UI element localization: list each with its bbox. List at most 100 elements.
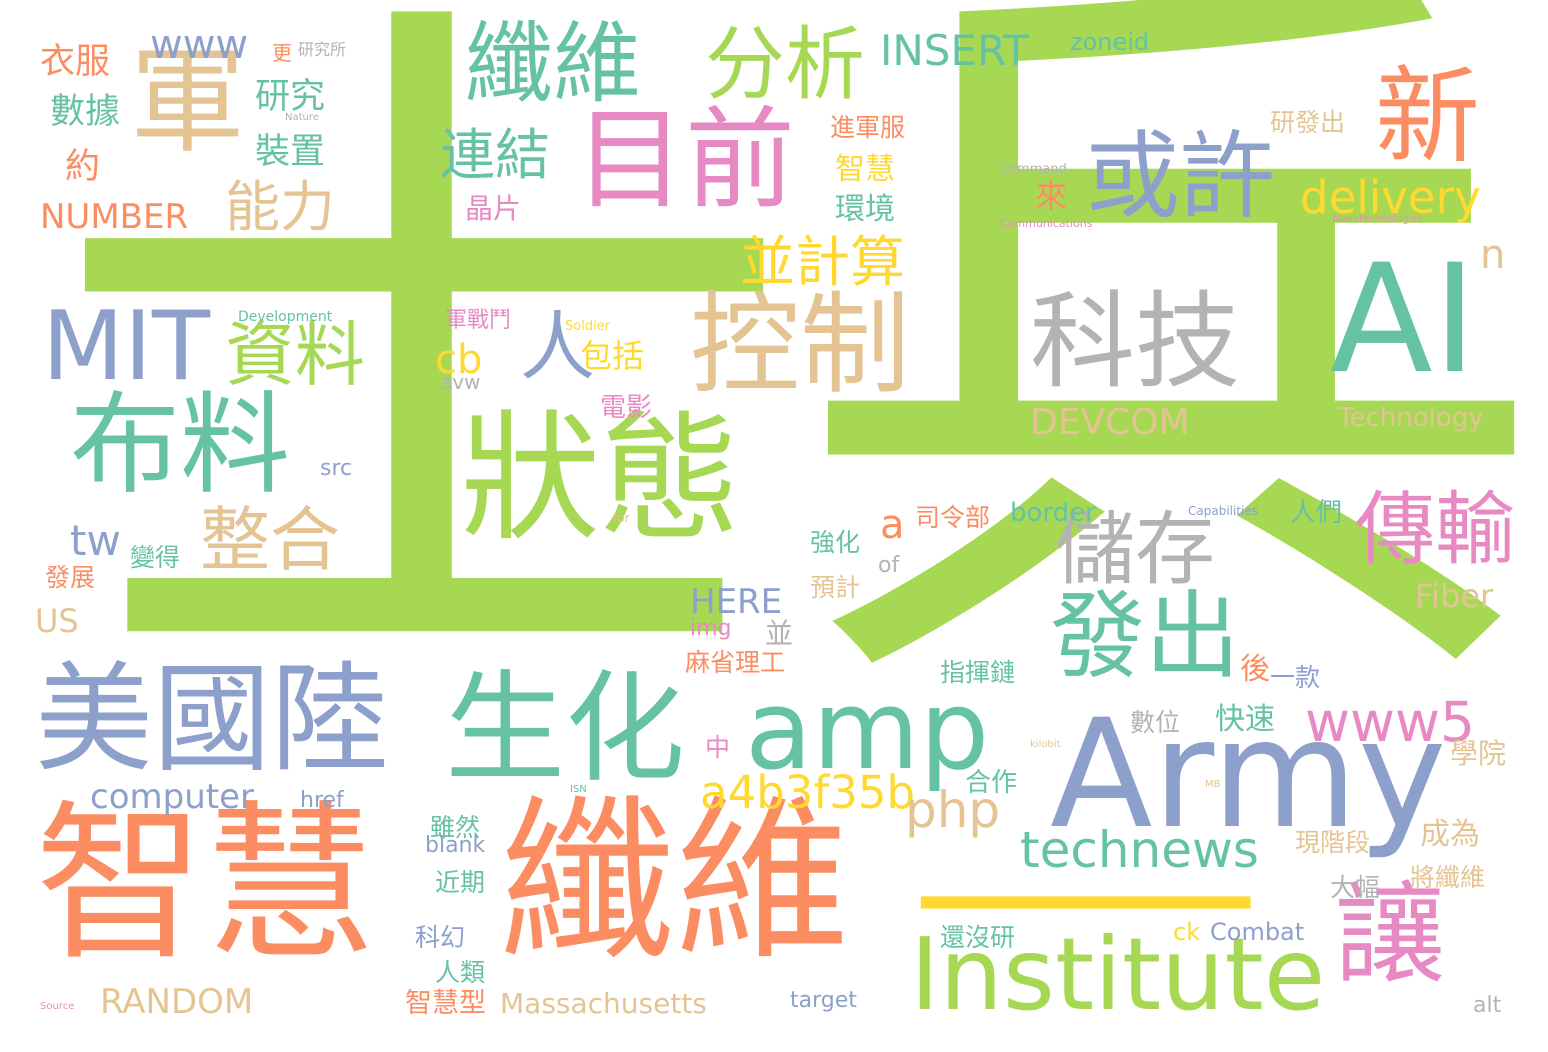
cloud-word-computer: computer bbox=[90, 780, 254, 814]
cloud-word-border: border bbox=[1010, 500, 1096, 526]
cloud-word-zhong: 中 bbox=[705, 735, 730, 760]
cloud-word-jiangxianwei: 將纖維 bbox=[1410, 865, 1485, 890]
cloud-word-tw: tw bbox=[70, 520, 121, 562]
cloud-word-us: US bbox=[35, 605, 79, 637]
cloud-word-yifu: 衣服 bbox=[40, 45, 110, 80]
cloud-word-hou: 後 bbox=[1240, 655, 1270, 685]
cloud-word-mit: MIT bbox=[42, 300, 210, 395]
cloud-word-nengli: 能力 bbox=[225, 180, 335, 235]
cloud-word-xueyuan: 學院 bbox=[1450, 740, 1506, 768]
cloud-word-lai: 來 bbox=[1035, 180, 1067, 212]
cloud-word-nanotech: Nanotechnologies bbox=[1333, 215, 1423, 225]
cloud-word-zhihuilian: 指揮鏈 bbox=[940, 660, 1015, 685]
cloud-word-huoxu: 或許 bbox=[1085, 130, 1275, 225]
cloud-word-renlei: 人類 bbox=[435, 960, 485, 985]
cloud-word-fachu: 發出 bbox=[1050, 590, 1240, 685]
cloud-word-avw: avw bbox=[440, 372, 480, 392]
cloud-word-devcom: DEVCOM bbox=[1030, 405, 1190, 441]
cloud-word-xianwei-top: 纖維 bbox=[465, 20, 641, 108]
cloud-word-yue: 約 bbox=[65, 150, 100, 185]
cloud-word-ck: ck bbox=[1173, 920, 1200, 944]
cloud-word-chuanshu: 傳輸 bbox=[1355, 490, 1515, 570]
cloud-word-meiguolu: 美國陸 bbox=[35, 660, 389, 778]
cloud-word-development: Development bbox=[238, 310, 332, 324]
cloud-word-zoneid: zoneid bbox=[1070, 30, 1149, 54]
cloud-word-blank: blank bbox=[425, 835, 485, 857]
cloud-word-xianwei: 纖維 bbox=[500, 795, 850, 970]
cloud-word-insert: INSERT bbox=[880, 30, 1029, 72]
cloud-word-technews: technews bbox=[1020, 825, 1259, 875]
cloud-word-zhihuixing: 智慧型 bbox=[405, 990, 486, 1017]
cloud-word-yuji: 預計 bbox=[810, 575, 860, 600]
cloud-word-communications: Communications bbox=[1000, 218, 1092, 229]
cloud-word-a: a bbox=[880, 505, 905, 545]
cloud-word-ziliao: 資料 bbox=[225, 320, 365, 390]
cloud-word-chengwei: 成為 bbox=[1420, 820, 1480, 850]
cloud-word-command: Command bbox=[1000, 163, 1067, 176]
cloud-word-yanjiusuo: 研究所 bbox=[298, 42, 346, 58]
cloud-word-biande: 變得 bbox=[130, 545, 180, 570]
cloud-word-ai: AI bbox=[1330, 245, 1477, 395]
cloud-word-img: img bbox=[690, 618, 732, 640]
cloud-word-fiber: Fiber bbox=[1415, 580, 1493, 612]
cloud-word-mb: MB bbox=[1205, 780, 1221, 790]
cloud-word-geng: 更 bbox=[272, 43, 292, 63]
cloud-word-jingpian: 晶片 bbox=[465, 195, 521, 223]
cloud-word-n: n bbox=[1480, 235, 1505, 275]
cloud-word-nature: Nature bbox=[285, 113, 319, 123]
cloud-word-alt: alt bbox=[1473, 995, 1501, 1017]
cloud-word-keji: 科技 bbox=[1030, 290, 1240, 395]
cloud-word-haimeiyan: 還沒研 bbox=[940, 925, 1015, 950]
cloud-word-zhihui: 智慧 bbox=[35, 800, 375, 970]
cloud-word-source: Source bbox=[40, 1002, 74, 1012]
cloud-word-yikuan: 一款 bbox=[1270, 665, 1320, 690]
cloud-word-yanfachu: 研發出 bbox=[1270, 110, 1345, 135]
cloud-word-xianjieduan: 現階段 bbox=[1295, 830, 1370, 855]
cloud-word-zhuangtai: 狀態 bbox=[460, 410, 740, 550]
cloud-word-lianjie: 連結 bbox=[440, 128, 550, 183]
cloud-word-dafu: 大幅 bbox=[1330, 875, 1380, 900]
cloud-word-kilobit: kilobit bbox=[1030, 740, 1061, 750]
cloud-word-junzhandou: 軍戰鬥 bbox=[445, 310, 511, 332]
cloud-word-src: src bbox=[320, 458, 352, 480]
cloud-word-buliao: 布料 bbox=[70, 390, 290, 500]
cloud-word-dianying: 電影 bbox=[600, 395, 652, 421]
cloud-word-bing-small: 並 bbox=[765, 620, 793, 648]
cloud-word-of: of bbox=[878, 555, 899, 577]
cloud-word-soldier: Soldier bbox=[565, 320, 610, 333]
cloud-word-huanjing: 環境 bbox=[835, 195, 895, 225]
cloud-word-kongzhi: 控制 bbox=[690, 290, 910, 400]
cloud-word-jinjunfu: 進軍服 bbox=[830, 115, 905, 140]
cloud-word-shenghua: 生化 bbox=[445, 670, 685, 790]
cloud-word-technology: Technology bbox=[1338, 405, 1484, 431]
cloud-word-zhenghe: 整合 bbox=[200, 505, 340, 575]
cloud-word-shuju: 數據 bbox=[50, 95, 120, 130]
cloud-word-bingjisuan: 並計算 bbox=[740, 235, 905, 290]
cloud-word-silingbu: 司令部 bbox=[915, 505, 990, 530]
cloud-word-massachusetts: Massachusetts bbox=[500, 990, 707, 1018]
cloud-word-qianghua: 強化 bbox=[810, 530, 860, 555]
cloud-word-isn: ISN bbox=[570, 785, 587, 795]
cloud-word-mashenglgong: 麻省理工 bbox=[685, 650, 785, 675]
cloud-word-www: www bbox=[150, 25, 248, 65]
cloud-word-kuaisu: 快速 bbox=[1215, 705, 1275, 735]
cloud-word-random: RANDOM bbox=[100, 985, 253, 1019]
cloud-word-for: for bbox=[613, 512, 630, 524]
cloud-word-shuwei: 數位 bbox=[1130, 710, 1180, 735]
cloud-word-zhuangzhi: 裝置 bbox=[255, 135, 325, 170]
cloud-word-hezuo: 合作 bbox=[965, 770, 1017, 796]
cloud-word-capabilities: Capabilities bbox=[1188, 505, 1258, 517]
cloud-word-fenxi: 分析 bbox=[705, 25, 865, 105]
cloud-word-fazhan: 發展 bbox=[45, 565, 95, 590]
cloud-word-renmen: 人們 bbox=[1290, 500, 1342, 526]
cloud-word-jinqi: 近期 bbox=[435, 870, 485, 895]
cloud-word-target: target bbox=[790, 990, 857, 1012]
cloud-word-combat: Combat bbox=[1210, 920, 1304, 944]
cloud-word-here: HERE bbox=[690, 585, 782, 619]
cloud-word-baokuo: 包括 bbox=[580, 340, 644, 372]
cloud-word-number: NUMBER bbox=[40, 200, 188, 234]
cloud-word-href: href bbox=[300, 790, 344, 812]
cloud-word-yanjiu: 研究 bbox=[255, 80, 325, 115]
cloud-word-kehuan: 科幻 bbox=[415, 925, 465, 950]
